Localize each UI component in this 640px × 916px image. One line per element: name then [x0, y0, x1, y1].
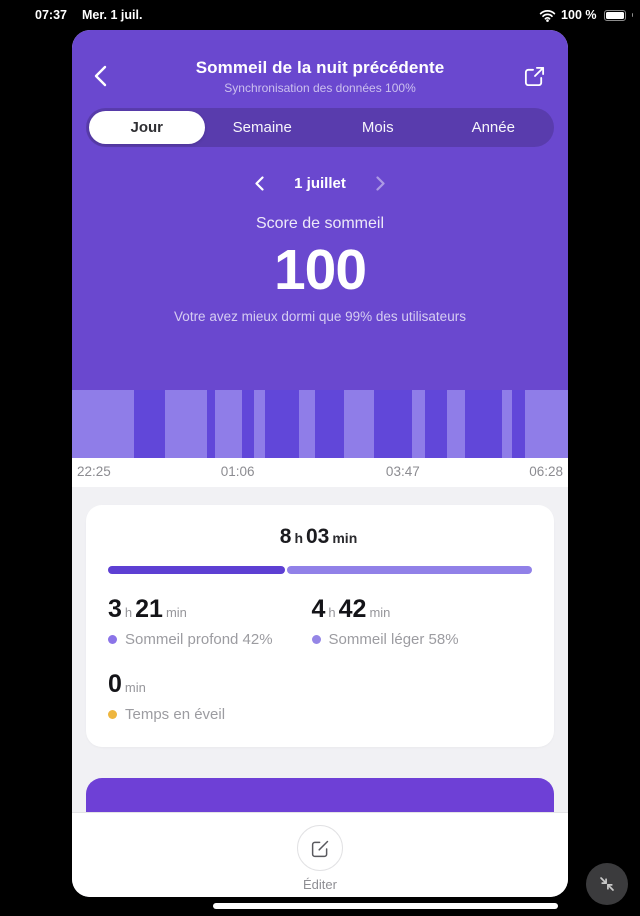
score-label: Score de sommeil	[255, 215, 385, 232]
timeline-segment-deep	[242, 390, 254, 458]
time-axis-label: 22:25	[77, 464, 111, 479]
sleep-stage-bar	[108, 566, 532, 574]
awake-time-stat: 0 min Temps en éveil	[108, 670, 532, 723]
total-hours: 8	[279, 525, 292, 548]
battery-icon	[603, 9, 626, 21]
wifi-icon	[539, 9, 556, 22]
collapse-window-button[interactable]	[586, 863, 628, 905]
date-navigator: 1 juillet	[72, 173, 568, 193]
compose-icon	[310, 838, 331, 859]
tab-jour[interactable]: Jour	[89, 111, 205, 144]
content-area: 8 h 03 min 3 h 21 min Sommeil profond 42%	[72, 487, 568, 812]
edit-button-label: Éditer	[303, 877, 337, 892]
tab-année[interactable]: Année	[471, 119, 515, 136]
sleep-timeline[interactable]	[72, 390, 568, 458]
tab-mois[interactable]: Mois	[361, 119, 394, 136]
page-title: Sommeil de la nuit précédente	[195, 57, 445, 77]
back-button[interactable]	[94, 61, 124, 91]
timeline-segment-light	[214, 390, 243, 458]
battery-nub	[631, 13, 633, 17]
home-indicator[interactable]	[213, 903, 558, 909]
timeline-segment-light	[72, 390, 134, 458]
timeline-segment-deep	[264, 390, 300, 458]
status-bar: 07:37 Mer. 1 juil. 100 %	[0, 0, 640, 30]
time-axis-label: 06:28	[529, 464, 563, 479]
sync-status: Synchronisation des données 100%	[224, 80, 416, 95]
light-minutes: 42	[338, 595, 367, 623]
timeline-segment-deep	[206, 390, 215, 458]
progress-deep	[108, 566, 286, 574]
timeline-segment-light	[501, 390, 512, 458]
sleep-header-section: Sommeil de la nuit précédente Synchronis…	[72, 30, 568, 390]
deep-minutes: 21	[135, 595, 163, 623]
timeline-segment-deep	[465, 390, 502, 458]
next-day-button[interactable]	[376, 175, 385, 191]
timeline-segment-light	[524, 390, 568, 458]
status-date: Mer. 1 juil.	[81, 8, 143, 22]
timeline-segment-deep	[511, 390, 525, 458]
timeline-segment-light	[253, 390, 265, 458]
timeline-segment-deep	[134, 390, 166, 458]
bottom-toolbar: Éditer	[72, 812, 568, 897]
awake-dot-icon	[108, 710, 117, 719]
sleep-score-value: 100	[273, 238, 367, 302]
awake-minutes: 0	[108, 670, 122, 698]
edit-button[interactable]	[297, 825, 343, 871]
total-sleep-duration: 8 h 03 min	[108, 525, 532, 549]
timeline-segment-deep	[373, 390, 412, 458]
share-button[interactable]	[516, 61, 546, 91]
timeline-segment-light	[446, 390, 466, 458]
total-minutes: 03	[306, 525, 330, 548]
total-minutes-unit: min	[332, 530, 358, 546]
light-sleep-dot-icon	[311, 635, 321, 644]
light-sleep-stat: 4 h 42 min Sommeil léger 58%	[311, 595, 532, 648]
total-hours-unit: h	[294, 530, 303, 546]
deep-hours-unit: h	[124, 605, 133, 620]
deep-sleep-stat: 3 h 21 min Sommeil profond 42%	[108, 595, 312, 648]
time-axis-label: 01:06	[220, 464, 255, 479]
score-comparison: Votre avez mieux dormi que 99% des utili…	[174, 309, 466, 324]
timeline-segment-light	[299, 390, 315, 458]
deep-sleep-label: Sommeil profond 42%	[125, 631, 273, 648]
status-time: 07:37	[35, 8, 67, 22]
timeline-segment-deep	[425, 390, 447, 458]
battery-percent: 100 %	[561, 8, 597, 22]
timeline-segment-deep	[314, 390, 344, 458]
previous-day-button[interactable]	[255, 175, 264, 191]
light-sleep-label: Sommeil léger 58%	[328, 631, 459, 648]
deep-sleep-dot-icon	[108, 635, 117, 644]
light-hours-unit: h	[328, 605, 336, 620]
deep-minutes-unit: min	[165, 605, 187, 620]
timeline-segment-light	[411, 390, 426, 458]
time-axis-label: 03:47	[385, 464, 420, 479]
awake-minutes-unit: min	[124, 680, 146, 695]
light-minutes-unit: min	[369, 605, 391, 620]
app-header: Sommeil de la nuit précédente Synchronis…	[72, 55, 568, 97]
collapse-arrows-icon	[596, 873, 618, 895]
time-axis: 22:25 01:06 03:47 06:28	[72, 458, 568, 487]
light-hours: 4	[311, 595, 326, 623]
timeline-segment-light	[343, 390, 374, 458]
progress-light	[287, 566, 532, 574]
next-section-card[interactable]	[86, 778, 554, 812]
sleep-summary-card: 8 h 03 min 3 h 21 min Sommeil profond 42%	[86, 505, 554, 747]
current-date[interactable]: 1 juillet	[294, 174, 346, 192]
tab-semaine[interactable]: Semaine	[232, 119, 292, 136]
timeline-segment-light	[165, 390, 207, 458]
deep-hours: 3	[108, 595, 122, 623]
awake-label: Temps en éveil	[125, 706, 226, 723]
tab-bar: Jour Semaine Mois Année	[86, 108, 554, 147]
app-window: Sommeil de la nuit précédente Synchronis…	[72, 30, 568, 897]
